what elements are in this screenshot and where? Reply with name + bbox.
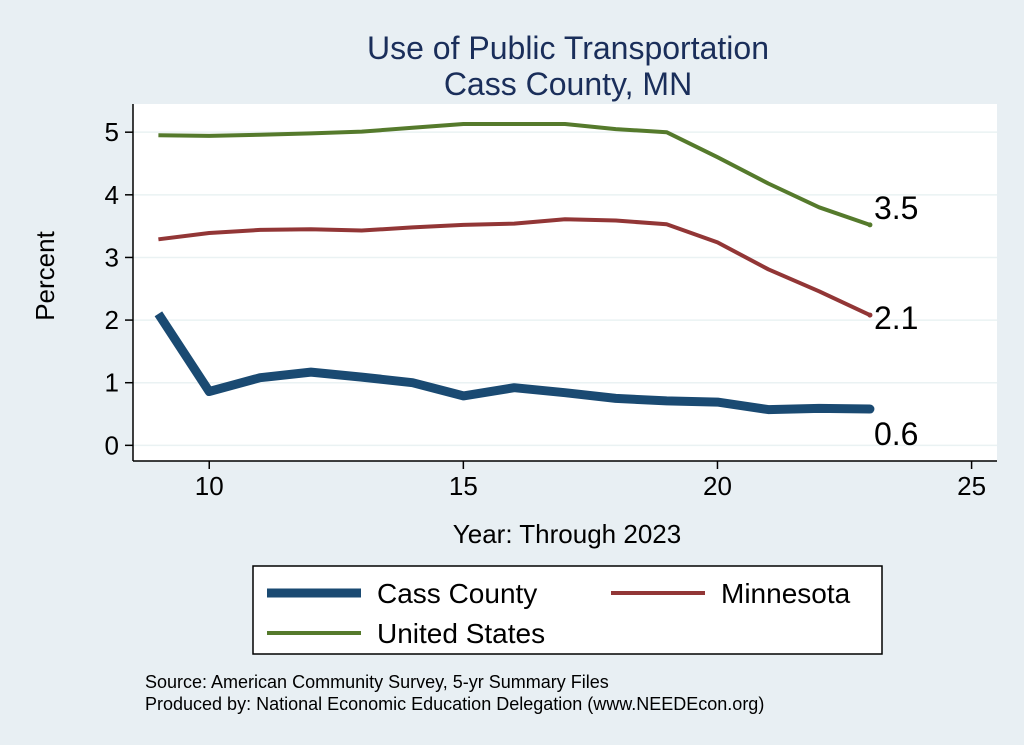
- series-line-cass-county: [154, 311, 870, 415]
- end-label-united-states: 3.5: [874, 190, 918, 226]
- end-point-minnesota: [867, 312, 873, 318]
- end-label-minnesota: 2.1: [874, 300, 918, 336]
- legend-label-united-states: United States: [377, 618, 545, 649]
- x-tick-label-25: 25: [957, 471, 986, 501]
- legend-label-minnesota: Minnesota: [721, 578, 851, 609]
- chart-title-line-1: Use of Public Transportation: [367, 30, 769, 66]
- end-label-cass-county: 0.6: [874, 416, 918, 452]
- y-tick-label-0: 0: [105, 430, 119, 460]
- x-tick-label-15: 15: [449, 471, 478, 501]
- end-point-cass-county: [865, 404, 875, 414]
- legend-label-cass-county: Cass County: [377, 578, 537, 609]
- end-labels: 0.6 2.1 3.5: [874, 190, 918, 452]
- chart-title-line-2: Cass County, MN: [444, 66, 692, 102]
- plot-area: [133, 104, 997, 461]
- series-lines: [154, 122, 875, 415]
- y-tick-label-5: 5: [105, 117, 119, 147]
- series-line-minnesota: [158, 217, 871, 317]
- grid-lines: [133, 131, 997, 447]
- x-tick-label-20: 20: [703, 471, 732, 501]
- y-tick-label-3: 3: [105, 242, 119, 272]
- y-axis-title: Percent: [30, 230, 60, 320]
- end-point-united-states: [867, 222, 873, 228]
- legend-box: [252, 565, 883, 655]
- series-line-united-states: [158, 122, 871, 227]
- producer-note: Produced by: National Economic Education…: [145, 694, 764, 714]
- legend: Cass County Minnesota United States: [252, 565, 883, 655]
- y-tick-label-2: 2: [105, 305, 119, 335]
- x-axis-title: Year: Through 2023: [453, 519, 681, 549]
- axes: 0 1 2 3 4 5 10 15 20 25: [105, 104, 997, 501]
- y-tick-label-1: 1: [105, 368, 119, 398]
- source-note: Source: American Community Survey, 5-yr …: [145, 672, 609, 692]
- x-tick-label-10: 10: [195, 471, 224, 501]
- y-tick-label-4: 4: [105, 180, 119, 210]
